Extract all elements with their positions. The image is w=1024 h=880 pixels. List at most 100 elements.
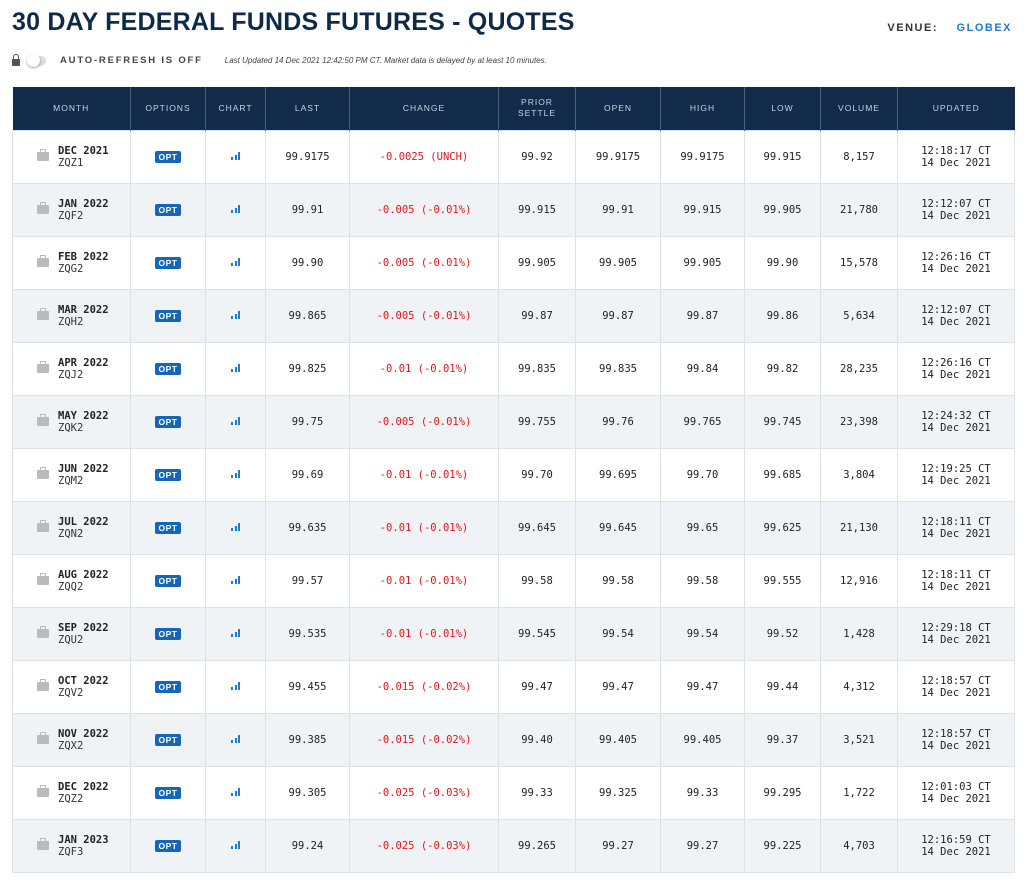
month-name[interactable]: SEP 2022 bbox=[58, 621, 109, 634]
bar-chart-icon[interactable] bbox=[231, 310, 240, 319]
month-name[interactable]: MAR 2022 bbox=[58, 303, 109, 316]
month-name[interactable]: JAN 2023 bbox=[58, 833, 109, 846]
options-button[interactable]: OPT bbox=[154, 362, 182, 375]
options-button[interactable]: OPT bbox=[154, 839, 182, 852]
high-value: 99.33 bbox=[686, 786, 719, 799]
cell-month[interactable]: SEP 2022 ZQU2 bbox=[12, 606, 131, 661]
month-name[interactable]: FEB 2022 bbox=[58, 250, 109, 263]
column-header-chart[interactable]: CHART bbox=[205, 87, 266, 130]
bar-chart-icon[interactable] bbox=[231, 575, 240, 584]
column-header-volume[interactable]: VOLUME bbox=[820, 87, 898, 130]
last-value: 99.57 bbox=[291, 574, 324, 587]
options-button[interactable]: OPT bbox=[154, 786, 182, 799]
bar-chart-icon[interactable] bbox=[231, 416, 240, 425]
column-header-options[interactable]: OPTIONS bbox=[130, 87, 206, 130]
updated-date: 14 Dec 2021 bbox=[921, 686, 991, 699]
cell-month[interactable]: JAN 2023 ZQF3 bbox=[12, 818, 131, 873]
options-button[interactable]: OPT bbox=[154, 680, 182, 693]
cell-chart bbox=[205, 659, 266, 714]
bar-chart-icon[interactable] bbox=[231, 151, 240, 160]
venue-value[interactable]: GLOBEX bbox=[956, 22, 1012, 34]
bar-chart-icon[interactable] bbox=[231, 628, 240, 637]
bar-chart-icon[interactable] bbox=[231, 787, 240, 796]
cell-prior: 99.40 bbox=[498, 712, 576, 767]
month-name[interactable]: APR 2022 bbox=[58, 356, 109, 369]
column-header-low[interactable]: LOW bbox=[744, 87, 821, 130]
options-button[interactable]: OPT bbox=[154, 574, 182, 587]
page-title: 30 DAY FEDERAL FUNDS FUTURES - QUOTES bbox=[12, 8, 575, 36]
cell-month[interactable]: DEC 2021 ZQZ1 bbox=[12, 129, 131, 184]
cell-volume: 1,428 bbox=[820, 606, 898, 661]
cell-month[interactable]: JAN 2022 ZQF2 bbox=[12, 182, 131, 237]
cell-low: 99.745 bbox=[744, 394, 821, 449]
cell-options: OPT bbox=[130, 394, 206, 449]
cell-month[interactable]: AUG 2022 ZQQ2 bbox=[12, 553, 131, 608]
cell-options: OPT bbox=[130, 712, 206, 767]
options-button[interactable]: OPT bbox=[154, 415, 182, 428]
month-name[interactable]: MAY 2022 bbox=[58, 409, 109, 422]
month-name[interactable]: NOV 2022 bbox=[58, 727, 109, 740]
options-button[interactable]: OPT bbox=[154, 256, 182, 269]
column-header-change[interactable]: CHANGE bbox=[349, 87, 499, 130]
cell-month[interactable]: DEC 2022 ZQZ2 bbox=[12, 765, 131, 820]
bar-chart-icon[interactable] bbox=[231, 257, 240, 266]
table-row: NOV 2022 ZQX2 OPT 99.385 -0.015 (-0.02%) 99.4… bbox=[12, 712, 1015, 767]
cell-options: OPT bbox=[130, 765, 206, 820]
column-header-month[interactable]: MONTH bbox=[12, 87, 131, 130]
month-name[interactable]: JUL 2022 bbox=[58, 515, 109, 528]
options-button[interactable]: OPT bbox=[154, 468, 182, 481]
cell-high: 99.84 bbox=[660, 341, 745, 396]
options-button[interactable]: OPT bbox=[154, 733, 182, 746]
options-button[interactable]: OPT bbox=[154, 150, 182, 163]
cell-last: 99.865 bbox=[265, 288, 350, 343]
last-value: 99.385 bbox=[288, 733, 327, 746]
bar-chart-icon[interactable] bbox=[231, 363, 240, 372]
column-header-open[interactable]: OPEN bbox=[575, 87, 661, 130]
updated-date: 14 Dec 2021 bbox=[921, 527, 991, 540]
month-name[interactable]: OCT 2022 bbox=[58, 674, 109, 687]
cell-open: 99.835 bbox=[575, 341, 661, 396]
high-value: 99.27 bbox=[686, 839, 719, 852]
bar-chart-icon[interactable] bbox=[231, 469, 240, 478]
bar-chart-icon[interactable] bbox=[231, 522, 240, 531]
month-name[interactable]: DEC 2022 bbox=[58, 780, 109, 793]
cell-month[interactable]: APR 2022 ZQJ2 bbox=[12, 341, 131, 396]
cell-month[interactable]: NOV 2022 ZQX2 bbox=[12, 712, 131, 767]
cell-last: 99.57 bbox=[265, 553, 350, 608]
cell-low: 99.90 bbox=[744, 235, 821, 290]
prior-value: 99.755 bbox=[518, 415, 556, 428]
bar-chart-icon[interactable] bbox=[231, 681, 240, 690]
month-name[interactable]: AUG 2022 bbox=[58, 568, 109, 581]
updated-date: 14 Dec 2021 bbox=[921, 845, 991, 858]
cell-options: OPT bbox=[130, 818, 206, 873]
cell-month[interactable]: JUN 2022 ZQM2 bbox=[12, 447, 131, 502]
month-name[interactable]: JAN 2022 bbox=[58, 197, 109, 210]
column-header-last[interactable]: LAST bbox=[265, 87, 350, 130]
bar-chart-icon[interactable] bbox=[231, 204, 240, 213]
month-name[interactable]: JUN 2022 bbox=[58, 462, 109, 475]
cell-change: -0.0025 (UNCH) bbox=[349, 129, 499, 184]
options-button[interactable]: OPT bbox=[154, 203, 182, 216]
low-value: 99.82 bbox=[766, 362, 799, 375]
cell-change: -0.01 (-0.01%) bbox=[349, 606, 499, 661]
column-header-prior-settle[interactable]: PRIOR SETTLE bbox=[498, 87, 576, 130]
options-button[interactable]: OPT bbox=[154, 521, 182, 534]
cell-low: 99.82 bbox=[744, 341, 821, 396]
updated-date: 14 Dec 2021 bbox=[921, 368, 991, 381]
bar-chart-icon[interactable] bbox=[231, 734, 240, 743]
column-header-high[interactable]: HIGH bbox=[660, 87, 745, 130]
cell-month[interactable]: MAR 2022 ZQH2 bbox=[12, 288, 131, 343]
contract-code: ZQV2 bbox=[58, 686, 84, 699]
cell-change: -0.015 (-0.02%) bbox=[349, 712, 499, 767]
cell-month[interactable]: FEB 2022 ZQG2 bbox=[12, 235, 131, 290]
cell-month[interactable]: MAY 2022 ZQK2 bbox=[12, 394, 131, 449]
cell-month[interactable]: OCT 2022 ZQV2 bbox=[12, 659, 131, 714]
options-button[interactable]: OPT bbox=[154, 309, 182, 322]
options-button[interactable]: OPT bbox=[154, 627, 182, 640]
change-value: -0.01 (-0.01%) bbox=[379, 574, 469, 587]
bar-chart-icon[interactable] bbox=[231, 840, 240, 849]
cell-month[interactable]: JUL 2022 ZQN2 bbox=[12, 500, 131, 555]
auto-refresh-toggle[interactable] bbox=[27, 53, 46, 67]
month-name[interactable]: DEC 2021 bbox=[58, 144, 109, 157]
column-header-updated[interactable]: UPDATED bbox=[897, 87, 1015, 130]
